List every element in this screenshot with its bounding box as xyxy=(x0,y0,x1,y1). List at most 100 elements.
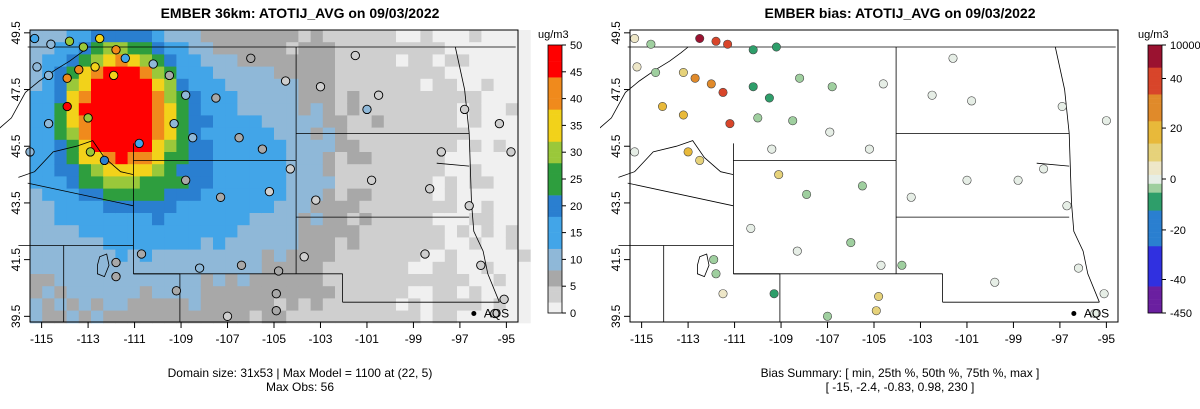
left-grid-cell xyxy=(493,152,507,165)
left-grid-cell xyxy=(408,127,421,141)
left-grid-cell xyxy=(54,164,68,177)
left-grid-cell xyxy=(152,225,165,238)
left-grid-cell xyxy=(444,30,458,43)
left-grid-cell xyxy=(139,298,153,312)
left-colorbar-segment xyxy=(548,98,562,105)
left-grid-cell xyxy=(115,103,129,116)
right-x-tick-label: -101 xyxy=(955,332,979,346)
left-obs-point xyxy=(285,164,295,174)
left-grid-cell xyxy=(152,237,165,251)
left-obs-point xyxy=(74,65,84,75)
left-grid-cell xyxy=(66,249,80,263)
left-colorbar-segment xyxy=(548,179,562,185)
left-grid-cell xyxy=(481,91,495,104)
right-colorbar-segment xyxy=(1148,277,1162,283)
left-grid-cell xyxy=(420,139,434,153)
left-grid-cell xyxy=(444,225,458,238)
left-grid-cell xyxy=(249,286,263,299)
left-grid-cell xyxy=(493,42,507,55)
left-grid-cell xyxy=(115,237,129,251)
left-grid-cell xyxy=(176,164,190,177)
left-grid-cell xyxy=(66,286,80,299)
left-grid-cell xyxy=(505,66,519,80)
left-grid-cell xyxy=(383,213,397,226)
right-bias-point xyxy=(795,73,805,83)
left-grid-cell xyxy=(347,237,360,251)
left-obs-point xyxy=(494,118,505,129)
left-obs-point xyxy=(362,104,372,115)
left-obs-point xyxy=(299,252,309,262)
left-grid-cell xyxy=(127,127,141,141)
left-grid-cell xyxy=(420,54,434,68)
left-grid-cell xyxy=(139,91,153,104)
right-colorbar-segment xyxy=(1148,272,1162,278)
left-grid-cell xyxy=(78,213,92,226)
left-grid-cell xyxy=(30,127,43,141)
left-grid-cell xyxy=(115,30,129,43)
left-grid-cell xyxy=(213,152,226,165)
right-bias-point xyxy=(748,45,758,55)
left-grid-cell xyxy=(66,200,80,214)
left-grid-cell xyxy=(408,152,421,165)
left-obs-point xyxy=(171,286,182,296)
left-grid-cell xyxy=(298,237,312,251)
left-obs-point xyxy=(236,260,247,270)
left-grid-cell xyxy=(444,42,458,55)
left-colorbar-unit: ug/m3 xyxy=(538,29,569,41)
left-grid-cell xyxy=(225,200,238,214)
left-colorbar-segment xyxy=(548,109,562,115)
left-grid-cell xyxy=(30,237,43,251)
right-colorbar-unit: ug/m3 xyxy=(1138,29,1169,41)
left-grid-cell xyxy=(237,213,251,226)
right-colorbar-segment xyxy=(1148,156,1162,162)
right-colorbar-segment xyxy=(1148,268,1162,274)
right-x-tick-label: -105 xyxy=(862,332,886,346)
right-colorbar-tick-label: 10000 xyxy=(1170,40,1200,52)
left-grid-cell xyxy=(54,139,68,153)
left-colorbar-segment xyxy=(548,232,562,239)
right-x-tick-label: -107 xyxy=(816,332,840,346)
left-grid-cell xyxy=(286,42,299,55)
left-grid-cell xyxy=(408,310,421,324)
left-grid-cell xyxy=(213,103,226,116)
left-grid-cell xyxy=(42,188,55,202)
left-grid-cell xyxy=(103,164,116,177)
left-colorbar-segment xyxy=(548,275,562,282)
right-bias-point xyxy=(753,113,763,123)
left-grid-cell xyxy=(298,54,312,68)
left-grid-cell xyxy=(444,200,458,214)
left-grid-cell xyxy=(457,261,470,275)
left-grid-cell xyxy=(371,139,385,153)
left-grid-cell xyxy=(298,115,312,129)
left-grid-cell xyxy=(322,274,336,287)
left-grid-cell xyxy=(408,188,421,202)
left-grid-cell xyxy=(78,298,92,312)
left-grid-cell xyxy=(237,225,251,238)
left-grid-cell xyxy=(335,78,348,92)
left-grid-cell xyxy=(200,115,214,129)
left-colorbar-tick-label: 20 xyxy=(570,201,582,213)
left-grid-cell xyxy=(481,127,495,141)
left-grid-cell xyxy=(42,30,55,43)
left-grid-cell xyxy=(518,188,531,202)
left-grid-cell xyxy=(457,30,470,43)
left-grid-cell xyxy=(469,225,482,238)
left-grid-cell xyxy=(469,249,482,263)
left-grid-cell xyxy=(274,249,287,263)
left-grid-cell xyxy=(103,78,116,92)
left-grid-cell xyxy=(213,200,226,214)
left-grid-cell xyxy=(127,115,141,129)
left-x-tick-label: -95 xyxy=(498,332,516,346)
left-grid-cell xyxy=(225,152,238,165)
left-colorbar-segment xyxy=(548,55,562,62)
left-grid-cell xyxy=(261,30,275,43)
left-grid-cell xyxy=(152,274,165,287)
left-grid-cell xyxy=(359,42,373,55)
left-grid-cell xyxy=(127,54,141,68)
left-grid-cell xyxy=(310,30,324,43)
left-grid-cell xyxy=(505,78,519,92)
left-grid-cell xyxy=(432,103,446,116)
left-grid-cell xyxy=(286,54,299,68)
left-colorbar-segment xyxy=(548,114,562,121)
left-grid-cell xyxy=(213,42,226,55)
